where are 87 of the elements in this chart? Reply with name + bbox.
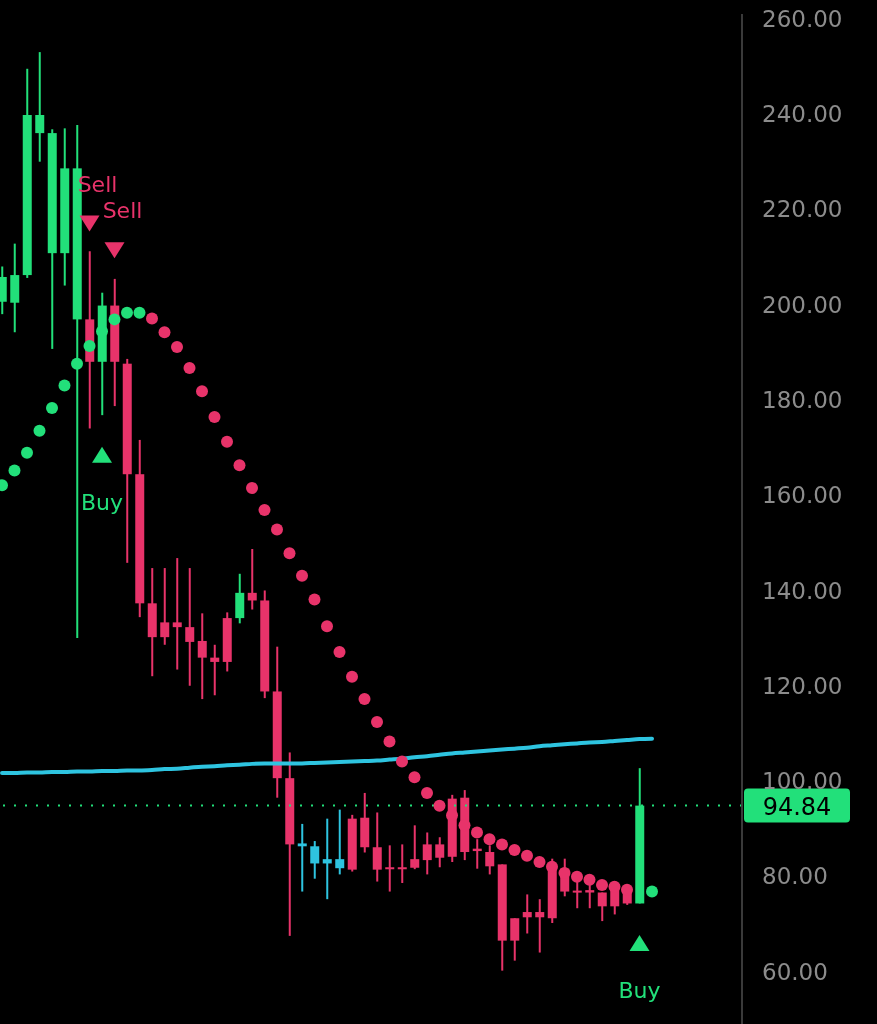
candlestick [435, 836, 445, 869]
point [521, 849, 533, 862]
point [133, 306, 146, 319]
point [629, 935, 650, 952]
point [608, 880, 621, 893]
point [408, 771, 421, 784]
point [92, 446, 112, 463]
candlestick [410, 824, 420, 871]
candlestick [397, 843, 407, 884]
point [171, 341, 183, 354]
point [33, 424, 46, 437]
point [371, 715, 383, 728]
point [121, 306, 133, 319]
point [508, 844, 521, 857]
point [246, 482, 258, 495]
point [104, 242, 125, 259]
candlestick [510, 917, 520, 962]
point [71, 357, 83, 370]
candlestick [297, 822, 307, 893]
point [321, 620, 333, 633]
point [221, 435, 233, 448]
point [79, 215, 100, 232]
point [183, 361, 196, 374]
line-series [0, 736, 654, 775]
point [196, 385, 208, 398]
y-tick-label: 260.00 [762, 5, 843, 32]
point [396, 755, 408, 768]
y-tick-label: 200.00 [762, 291, 843, 318]
point [496, 838, 508, 851]
point [158, 326, 171, 339]
y-tick-label: 100.00 [762, 768, 843, 795]
point [233, 459, 246, 472]
point [383, 735, 396, 748]
point [271, 523, 283, 536]
y-tick-label: 60.00 [762, 958, 828, 985]
y-tick-label: 160.00 [762, 482, 843, 509]
y-tick-label: 140.00 [762, 577, 843, 604]
point [596, 878, 608, 891]
point [558, 866, 571, 879]
y-tick-label: 80.00 [762, 863, 828, 890]
point [333, 645, 346, 658]
point [346, 670, 358, 683]
y-tick-label: 180.00 [762, 387, 843, 414]
candlestick [322, 817, 332, 901]
candlestick [385, 844, 395, 893]
y-tick-label: 120.00 [762, 672, 843, 699]
candlestick [522, 893, 532, 935]
point [533, 856, 546, 869]
point [208, 411, 221, 424]
data-label: Buy [80, 489, 124, 515]
point [283, 547, 296, 560]
candlestick [247, 548, 257, 611]
candlestick [310, 840, 320, 880]
point [571, 870, 583, 883]
point [8, 464, 21, 477]
candlestick [35, 51, 45, 163]
point [296, 569, 308, 582]
point [421, 786, 433, 799]
y-tick-label: 220.00 [762, 196, 843, 223]
y-tick-label: 240.00 [762, 101, 843, 128]
point [433, 799, 446, 812]
point [358, 693, 371, 706]
data-label: Buy [618, 978, 661, 1004]
candlestick [210, 643, 220, 697]
candlestick [172, 557, 182, 671]
candlestick [422, 831, 432, 876]
point [646, 885, 658, 898]
point [21, 446, 33, 459]
point [108, 313, 121, 326]
point [483, 833, 496, 846]
point [471, 826, 483, 839]
point [83, 340, 96, 353]
point [308, 593, 321, 606]
data-label: Sell [102, 198, 143, 224]
candlestick [197, 612, 207, 701]
point [46, 402, 58, 414]
point [58, 379, 71, 392]
candlestick [160, 567, 170, 646]
ref-line-label: 94.84 [762, 792, 832, 821]
candlestick [372, 811, 382, 883]
point [583, 873, 596, 886]
candlestick [185, 567, 195, 687]
point [258, 503, 271, 516]
candlestick [335, 808, 345, 876]
point [146, 312, 158, 325]
candlestick [597, 891, 607, 923]
candlestick [535, 898, 545, 954]
